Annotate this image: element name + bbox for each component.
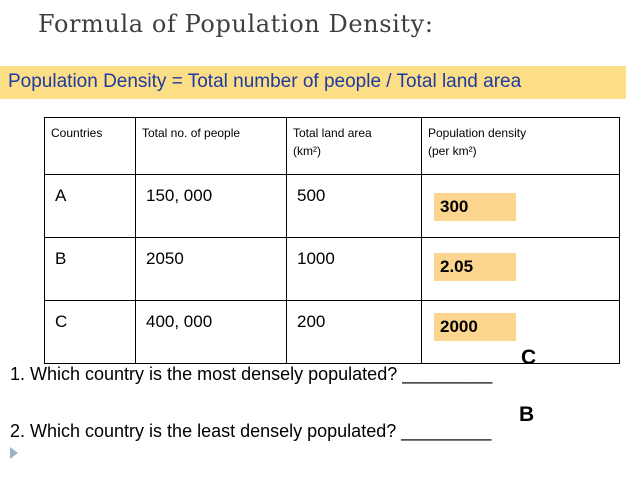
slide-title: Formula of Population Density: (38, 10, 434, 38)
population-density-table: Countries Total no. of people Total land… (44, 117, 620, 364)
question-1-answer: C (521, 346, 537, 369)
formula-text: Population Density = Total number of peo… (8, 71, 522, 92)
header-land-area: Total land area (km²) (286, 117, 422, 175)
density-cell: 2.05 (421, 237, 620, 301)
density-answer-box: 300 (434, 193, 516, 221)
header-countries: Countries (44, 117, 136, 175)
table-header-row: Countries Total no. of people Total land… (44, 117, 620, 175)
area-cell: 200 (286, 300, 422, 364)
question-2: 2. Which country is the least densely po… (10, 421, 492, 441)
table-row: A 150, 000 500 300 (44, 174, 620, 238)
area-cell: 500 (286, 174, 422, 238)
people-cell: 150, 000 (135, 174, 287, 238)
header-density-label: Population density (428, 126, 527, 140)
question-2-answer: B (519, 403, 535, 426)
country-cell: B (44, 237, 136, 301)
formula-banner: Population Density = Total number of peo… (0, 66, 626, 99)
density-cell: 2000 (421, 300, 620, 364)
header-land-area-unit: (km²) (293, 144, 321, 158)
density-cell: 300 (421, 174, 620, 238)
density-answer-box: 2000 (434, 313, 516, 341)
country-cell: C (44, 300, 136, 364)
area-cell: 1000 (286, 237, 422, 301)
bullet-arrow-icon (10, 447, 18, 459)
question-1: 1. Which country is the most densely pop… (10, 364, 493, 384)
table-row: C 400, 000 200 2000 (44, 300, 620, 364)
people-cell: 400, 000 (135, 300, 287, 364)
country-cell: A (44, 174, 136, 238)
header-density-unit: (per km²) (428, 144, 477, 158)
header-total-people: Total no. of people (135, 117, 287, 175)
people-cell: 2050 (135, 237, 287, 301)
header-population-density: Population density (per km²) (421, 117, 620, 175)
table-row: B 2050 1000 2.05 (44, 237, 620, 301)
header-land-area-label: Total land area (293, 126, 372, 140)
density-answer-box: 2.05 (434, 253, 516, 281)
